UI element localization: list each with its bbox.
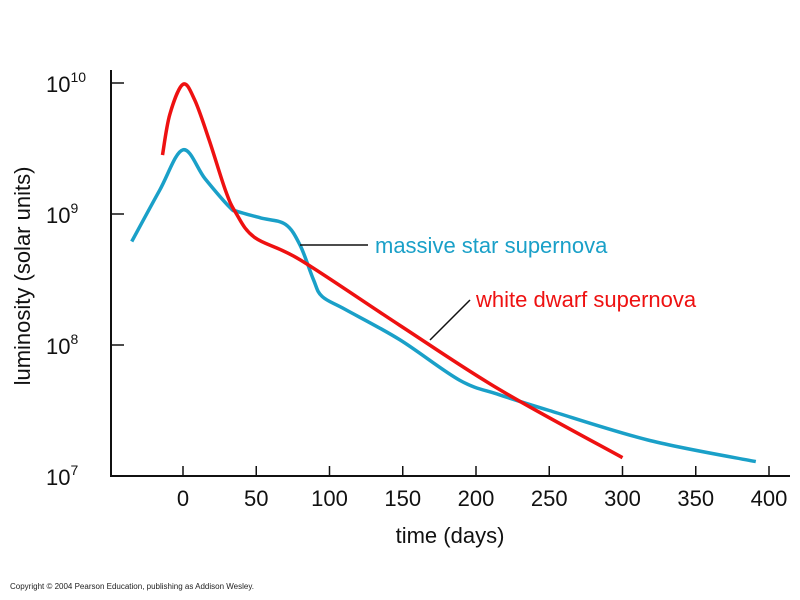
y-tick-label: 1010 xyxy=(46,69,86,97)
x-tick-label: 0 xyxy=(177,486,189,511)
white-dwarf-label: white dwarf supernova xyxy=(475,287,697,312)
white-dwarf-leader-line xyxy=(429,299,471,341)
y-axis-title: luminosity (solar units) xyxy=(10,167,35,386)
massive-star-label: massive star supernova xyxy=(375,233,608,258)
massive-star-supernova-line xyxy=(130,148,757,464)
x-tick-label: 400 xyxy=(751,486,788,511)
y-tick-label: 108 xyxy=(46,331,78,359)
white-dwarf-supernova-line xyxy=(160,82,624,460)
axes xyxy=(110,70,790,477)
x-axis-title: time (days) xyxy=(396,523,505,548)
y-tick-label: 109 xyxy=(46,200,78,228)
x-tick-label: 100 xyxy=(311,486,348,511)
x-tick-label: 350 xyxy=(677,486,714,511)
y-tick-label: 107 xyxy=(46,462,78,490)
copyright-notice: Copyright © 2004 Pearson Education, publ… xyxy=(10,582,254,591)
x-tick-label: 300 xyxy=(604,486,641,511)
x-tick-label: 250 xyxy=(531,486,568,511)
x-tick-label: 150 xyxy=(384,486,421,511)
x-tick-label: 200 xyxy=(458,486,495,511)
x-tick-label: 50 xyxy=(244,486,268,511)
